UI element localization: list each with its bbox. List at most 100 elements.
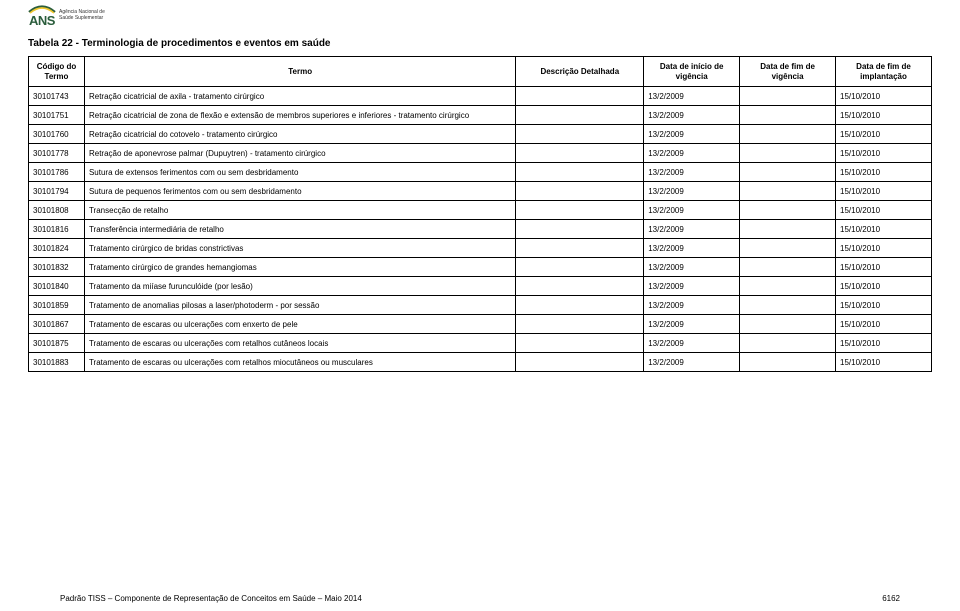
cell-desc <box>516 296 644 315</box>
cell-code: 30101875 <box>29 334 85 353</box>
cell-d2 <box>740 258 836 277</box>
cell-code: 30101794 <box>29 182 85 201</box>
table-row: 30101875Tratamento de escaras ou ulceraç… <box>29 334 932 353</box>
cell-termo: Transferência intermediária de retalho <box>84 220 515 239</box>
footer-left: Padrão TISS – Componente de Representaçã… <box>60 594 362 603</box>
cell-d3: 15/10/2010 <box>836 277 932 296</box>
cell-d3: 15/10/2010 <box>836 163 932 182</box>
cell-d1: 13/2/2009 <box>644 87 740 106</box>
cell-d2 <box>740 277 836 296</box>
table-header-row: Código do Termo Termo Descrição Detalhad… <box>29 57 932 87</box>
cell-desc <box>516 182 644 201</box>
cell-code: 30101867 <box>29 315 85 334</box>
cell-d1: 13/2/2009 <box>644 239 740 258</box>
cell-d3: 15/10/2010 <box>836 106 932 125</box>
cell-d3: 15/10/2010 <box>836 201 932 220</box>
cell-desc <box>516 106 644 125</box>
cell-d2 <box>740 144 836 163</box>
col-data-fim-vig: Data de fim de vigência <box>740 57 836 87</box>
cell-d2 <box>740 239 836 258</box>
cell-d3: 15/10/2010 <box>836 182 932 201</box>
table-row: 30101808Transecção de retalho13/2/200915… <box>29 201 932 220</box>
terminology-table: Código do Termo Termo Descrição Detalhad… <box>28 56 932 372</box>
table-row: 30101760Retração cicatricial do cotovelo… <box>29 125 932 144</box>
cell-code: 30101778 <box>29 144 85 163</box>
footer-page-number: 6162 <box>882 594 900 603</box>
cell-code: 30101786 <box>29 163 85 182</box>
table-row: 30101786Sutura de extensos ferimentos co… <box>29 163 932 182</box>
cell-desc <box>516 277 644 296</box>
cell-desc <box>516 144 644 163</box>
cell-code: 30101816 <box>29 220 85 239</box>
cell-termo: Tratamento de escaras ou ulcerações com … <box>84 334 515 353</box>
cell-code: 30101832 <box>29 258 85 277</box>
cell-code: 30101883 <box>29 353 85 372</box>
cell-desc <box>516 201 644 220</box>
cell-desc <box>516 163 644 182</box>
cell-termo: Tratamento cirúrgico de bridas constrict… <box>84 239 515 258</box>
cell-d3: 15/10/2010 <box>836 220 932 239</box>
cell-code: 30101840 <box>29 277 85 296</box>
table-row: 30101832Tratamento cirúrgico de grandes … <box>29 258 932 277</box>
table-row: 30101824Tratamento cirúrgico de bridas c… <box>29 239 932 258</box>
cell-desc <box>516 353 644 372</box>
cell-desc <box>516 334 644 353</box>
cell-termo: Retração cicatricial do cotovelo - trata… <box>84 125 515 144</box>
cell-d1: 13/2/2009 <box>644 353 740 372</box>
cell-d1: 13/2/2009 <box>644 182 740 201</box>
cell-d3: 15/10/2010 <box>836 315 932 334</box>
cell-d1: 13/2/2009 <box>644 258 740 277</box>
cell-termo: Tratamento cirúrgico de grandes hemangio… <box>84 258 515 277</box>
cell-d1: 13/2/2009 <box>644 315 740 334</box>
table-row: 30101751Retração cicatricial de zona de … <box>29 106 932 125</box>
page-title: Tabela 22 - Terminologia de procedimento… <box>28 38 331 49</box>
cell-termo: Transecção de retalho <box>84 201 515 220</box>
cell-d1: 13/2/2009 <box>644 296 740 315</box>
cell-d2 <box>740 201 836 220</box>
table-row: 30101778Retração de aponevrose palmar (D… <box>29 144 932 163</box>
cell-d3: 15/10/2010 <box>836 334 932 353</box>
cell-d2 <box>740 125 836 144</box>
cell-d2 <box>740 353 836 372</box>
cell-d3: 15/10/2010 <box>836 353 932 372</box>
cell-code: 30101751 <box>29 106 85 125</box>
cell-d3: 15/10/2010 <box>836 144 932 163</box>
table-row: 30101816Transferência intermediária de r… <box>29 220 932 239</box>
cell-termo: Retração cicatricial de axila - tratamen… <box>84 87 515 106</box>
cell-termo: Sutura de extensos ferimentos com ou sem… <box>84 163 515 182</box>
table-row: 30101867Tratamento de escaras ou ulceraç… <box>29 315 932 334</box>
ans-logo: ANS Agência Nacional de Saúde Suplementa… <box>28 4 105 27</box>
cell-termo: Tratamento de anomalias pilosas a laser/… <box>84 296 515 315</box>
cell-d3: 15/10/2010 <box>836 296 932 315</box>
cell-termo: Retração cicatricial de zona de flexão e… <box>84 106 515 125</box>
cell-d1: 13/2/2009 <box>644 334 740 353</box>
col-data-inicio: Data de início de vigência <box>644 57 740 87</box>
table-row: 30101840Tratamento da miíase furunculóid… <box>29 277 932 296</box>
cell-d1: 13/2/2009 <box>644 144 740 163</box>
table-row: 30101859Tratamento de anomalias pilosas … <box>29 296 932 315</box>
cell-d2 <box>740 106 836 125</box>
cell-code: 30101824 <box>29 239 85 258</box>
cell-d2 <box>740 163 836 182</box>
cell-termo: Retração de aponevrose palmar (Dupuytren… <box>84 144 515 163</box>
cell-d1: 13/2/2009 <box>644 201 740 220</box>
cell-desc <box>516 258 644 277</box>
cell-termo: Tratamento de escaras ou ulcerações com … <box>84 315 515 334</box>
table-row: 30101794Sutura de pequenos ferimentos co… <box>29 182 932 201</box>
cell-d1: 13/2/2009 <box>644 106 740 125</box>
col-termo: Termo <box>84 57 515 87</box>
cell-desc <box>516 87 644 106</box>
col-data-fim-impl: Data de fim de implantação <box>836 57 932 87</box>
cell-desc <box>516 315 644 334</box>
cell-code: 30101859 <box>29 296 85 315</box>
cell-desc <box>516 220 644 239</box>
cell-d3: 15/10/2010 <box>836 125 932 144</box>
cell-termo: Tratamento da miíase furunculóide (por l… <box>84 277 515 296</box>
table-row: 30101743Retração cicatricial de axila - … <box>29 87 932 106</box>
ans-logo-subtitle: Agência Nacional de Saúde Suplementar <box>59 10 105 21</box>
ans-logo-mark: ANS <box>28 4 56 27</box>
page-footer: Padrão TISS – Componente de Representaçã… <box>60 594 900 603</box>
cell-desc <box>516 239 644 258</box>
cell-d2 <box>740 296 836 315</box>
cell-d1: 13/2/2009 <box>644 277 740 296</box>
